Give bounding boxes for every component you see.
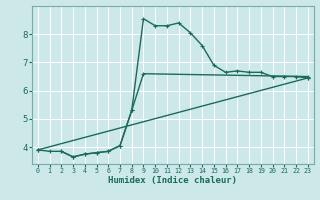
X-axis label: Humidex (Indice chaleur): Humidex (Indice chaleur): [108, 176, 237, 185]
